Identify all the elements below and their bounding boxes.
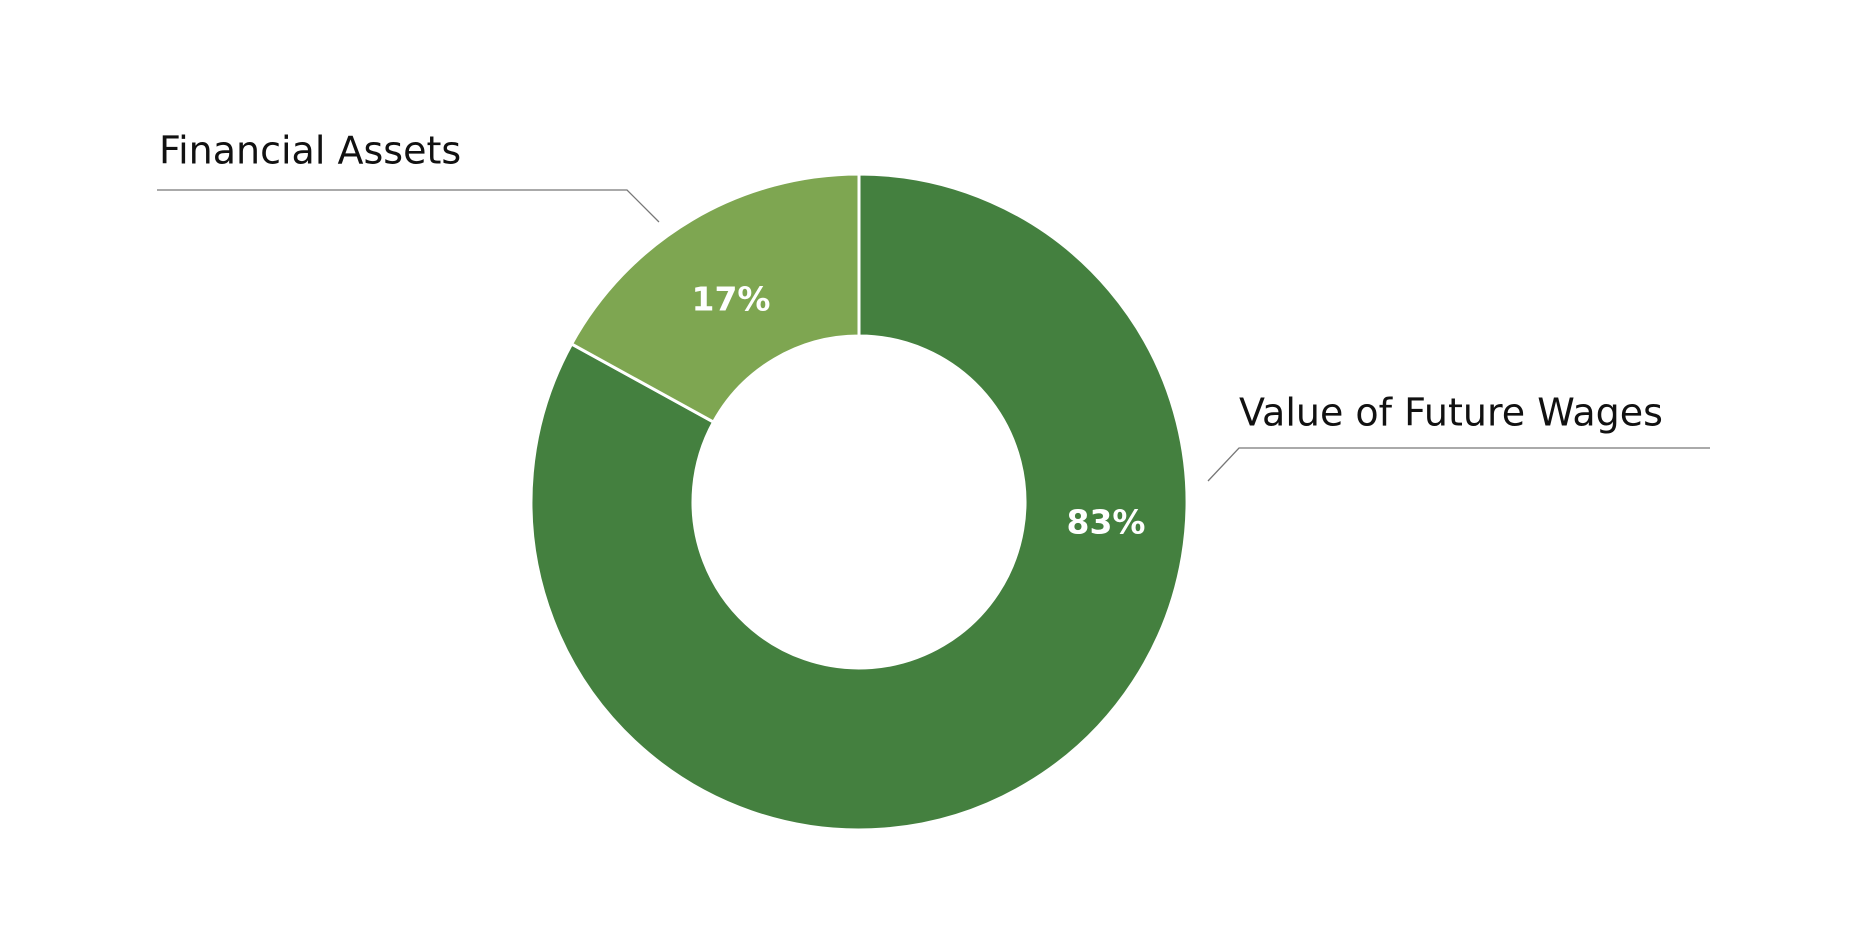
data-label: 83% [1067,503,1146,542]
leader-line [157,189,660,223]
donut-slice [529,172,1189,832]
donut-slice [569,172,861,425]
category-label: Value of Future Wages [1239,391,1663,435]
category-label: Financial Assets [159,129,461,173]
data-label: 17% [692,280,771,319]
leader-line [1207,447,1710,482]
